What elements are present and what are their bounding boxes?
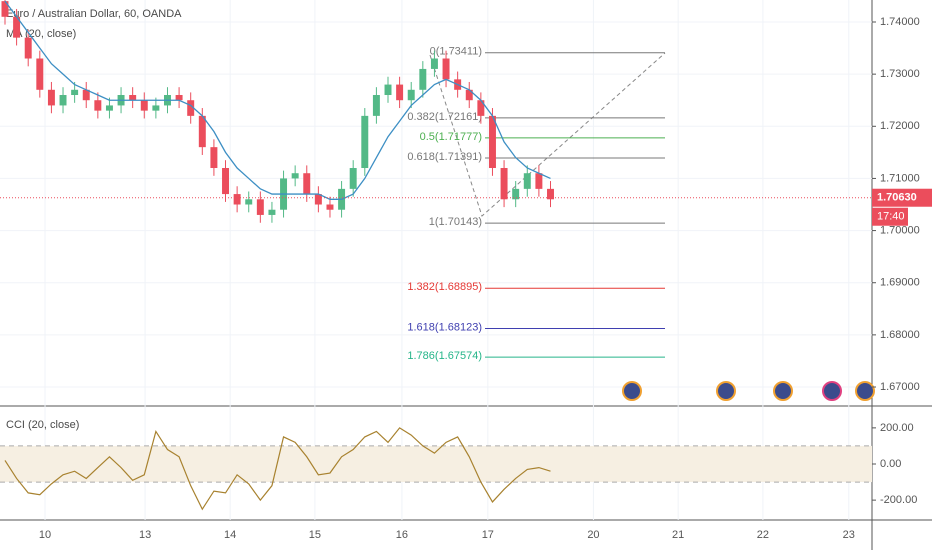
- x-tick-label: 10: [39, 529, 51, 541]
- y-tick-label: -200.00: [880, 494, 917, 506]
- candle-body: [465, 89, 473, 101]
- x-tick-label: 15: [309, 529, 321, 541]
- candle-body: [94, 100, 102, 111]
- event-icon: [716, 381, 736, 401]
- candle-body: [477, 100, 485, 116]
- candle-body: [512, 188, 520, 200]
- candle-body: [47, 89, 55, 106]
- candle-body: [268, 209, 276, 215]
- candle-body: [24, 37, 32, 59]
- y-tick-label: 1.74000: [880, 16, 920, 28]
- candle-body: [13, 16, 21, 38]
- event-icon: [822, 381, 842, 401]
- candle-body: [256, 199, 264, 215]
- candle-body: [36, 58, 44, 90]
- ma-line: [4, 0, 551, 200]
- event-icon: [622, 381, 642, 401]
- y-tick-label: 1.67000: [880, 381, 920, 393]
- candle-body: [326, 204, 334, 210]
- last-price-tag: [872, 188, 932, 207]
- countdown-tag: [872, 207, 908, 226]
- candle-body: [523, 173, 531, 189]
- candle-body: [210, 147, 218, 169]
- candle-body: [488, 115, 496, 169]
- indicator-label: MA (20, close): [6, 28, 76, 40]
- fib-label: 0.382(1.72161): [407, 111, 482, 123]
- candle-body: [152, 105, 160, 111]
- y-tick-label: 200.00: [880, 422, 914, 434]
- candle-body: [535, 173, 543, 189]
- candle-body: [500, 168, 508, 200]
- candle-body: [187, 100, 195, 116]
- event-icon: [855, 381, 875, 401]
- candle-body: [314, 194, 322, 205]
- candle-body: [442, 58, 450, 80]
- candle-body: [372, 95, 380, 116]
- y-tick-label: 1.70000: [880, 224, 920, 236]
- event-icon: [773, 381, 793, 401]
- candle-body: [291, 173, 299, 179]
- candle-body: [430, 58, 438, 69]
- cci-title: CCI (20, close): [6, 419, 79, 431]
- candle-body: [547, 188, 554, 200]
- last-price-label: 1.70630: [877, 192, 917, 204]
- x-tick-label: 20: [587, 529, 599, 541]
- x-tick-label: 16: [396, 529, 408, 541]
- candle-body: [303, 173, 311, 195]
- candle-body: [407, 89, 415, 101]
- event-icons: [622, 381, 875, 401]
- candle-body: [59, 95, 67, 106]
- candle-body: [198, 115, 206, 148]
- y-tick-label: 1.71000: [880, 172, 920, 184]
- x-tick-label: 21: [672, 529, 684, 541]
- candle-body: [1, 1, 9, 17]
- candle-body: [361, 115, 369, 169]
- candle-body: [222, 168, 229, 195]
- x-tick-label: 14: [224, 529, 236, 541]
- fib-label: 1.382(1.68895): [407, 281, 482, 293]
- candle-body: [245, 199, 253, 205]
- fib-label: 0.618(1.71391): [407, 151, 482, 163]
- y-tick-label: 1.69000: [880, 277, 920, 289]
- fib-label: 0.5(1.71777): [420, 131, 482, 143]
- x-tick-label: 13: [139, 529, 151, 541]
- candle-body: [349, 168, 357, 189]
- x-tick-label: 23: [843, 529, 855, 541]
- candle-body: [233, 194, 241, 205]
- chart-title: Euro / Australian Dollar, 60, OANDA: [6, 8, 182, 20]
- cci-line: [4, 427, 551, 511]
- fib-label: 1.618(1.68123): [407, 321, 482, 333]
- x-tick-label: 22: [757, 529, 769, 541]
- fib-trend: [429, 52, 666, 217]
- candle-body: [419, 68, 427, 90]
- fib-label: 1(1.70143): [429, 216, 482, 228]
- y-tick-label: 1.68000: [880, 329, 920, 341]
- candle-body: [129, 95, 137, 101]
- candle-body: [175, 95, 183, 101]
- candle-body: [140, 100, 148, 111]
- x-tick-label: 17: [482, 529, 494, 541]
- fib-label: 0(1.73411): [430, 46, 482, 58]
- candle-body: [105, 105, 113, 111]
- fib-label: 1.786(1.67574): [407, 350, 482, 362]
- candle-body: [82, 89, 90, 101]
- y-tick-label: 1.73000: [880, 68, 920, 80]
- candle-body: [71, 89, 79, 96]
- candle-body: [396, 84, 404, 101]
- countdown-label: 17:40: [877, 211, 905, 223]
- y-tick-label: 0.00: [880, 458, 901, 470]
- y-tick-label: 1.72000: [880, 120, 920, 132]
- candle-body: [384, 84, 392, 96]
